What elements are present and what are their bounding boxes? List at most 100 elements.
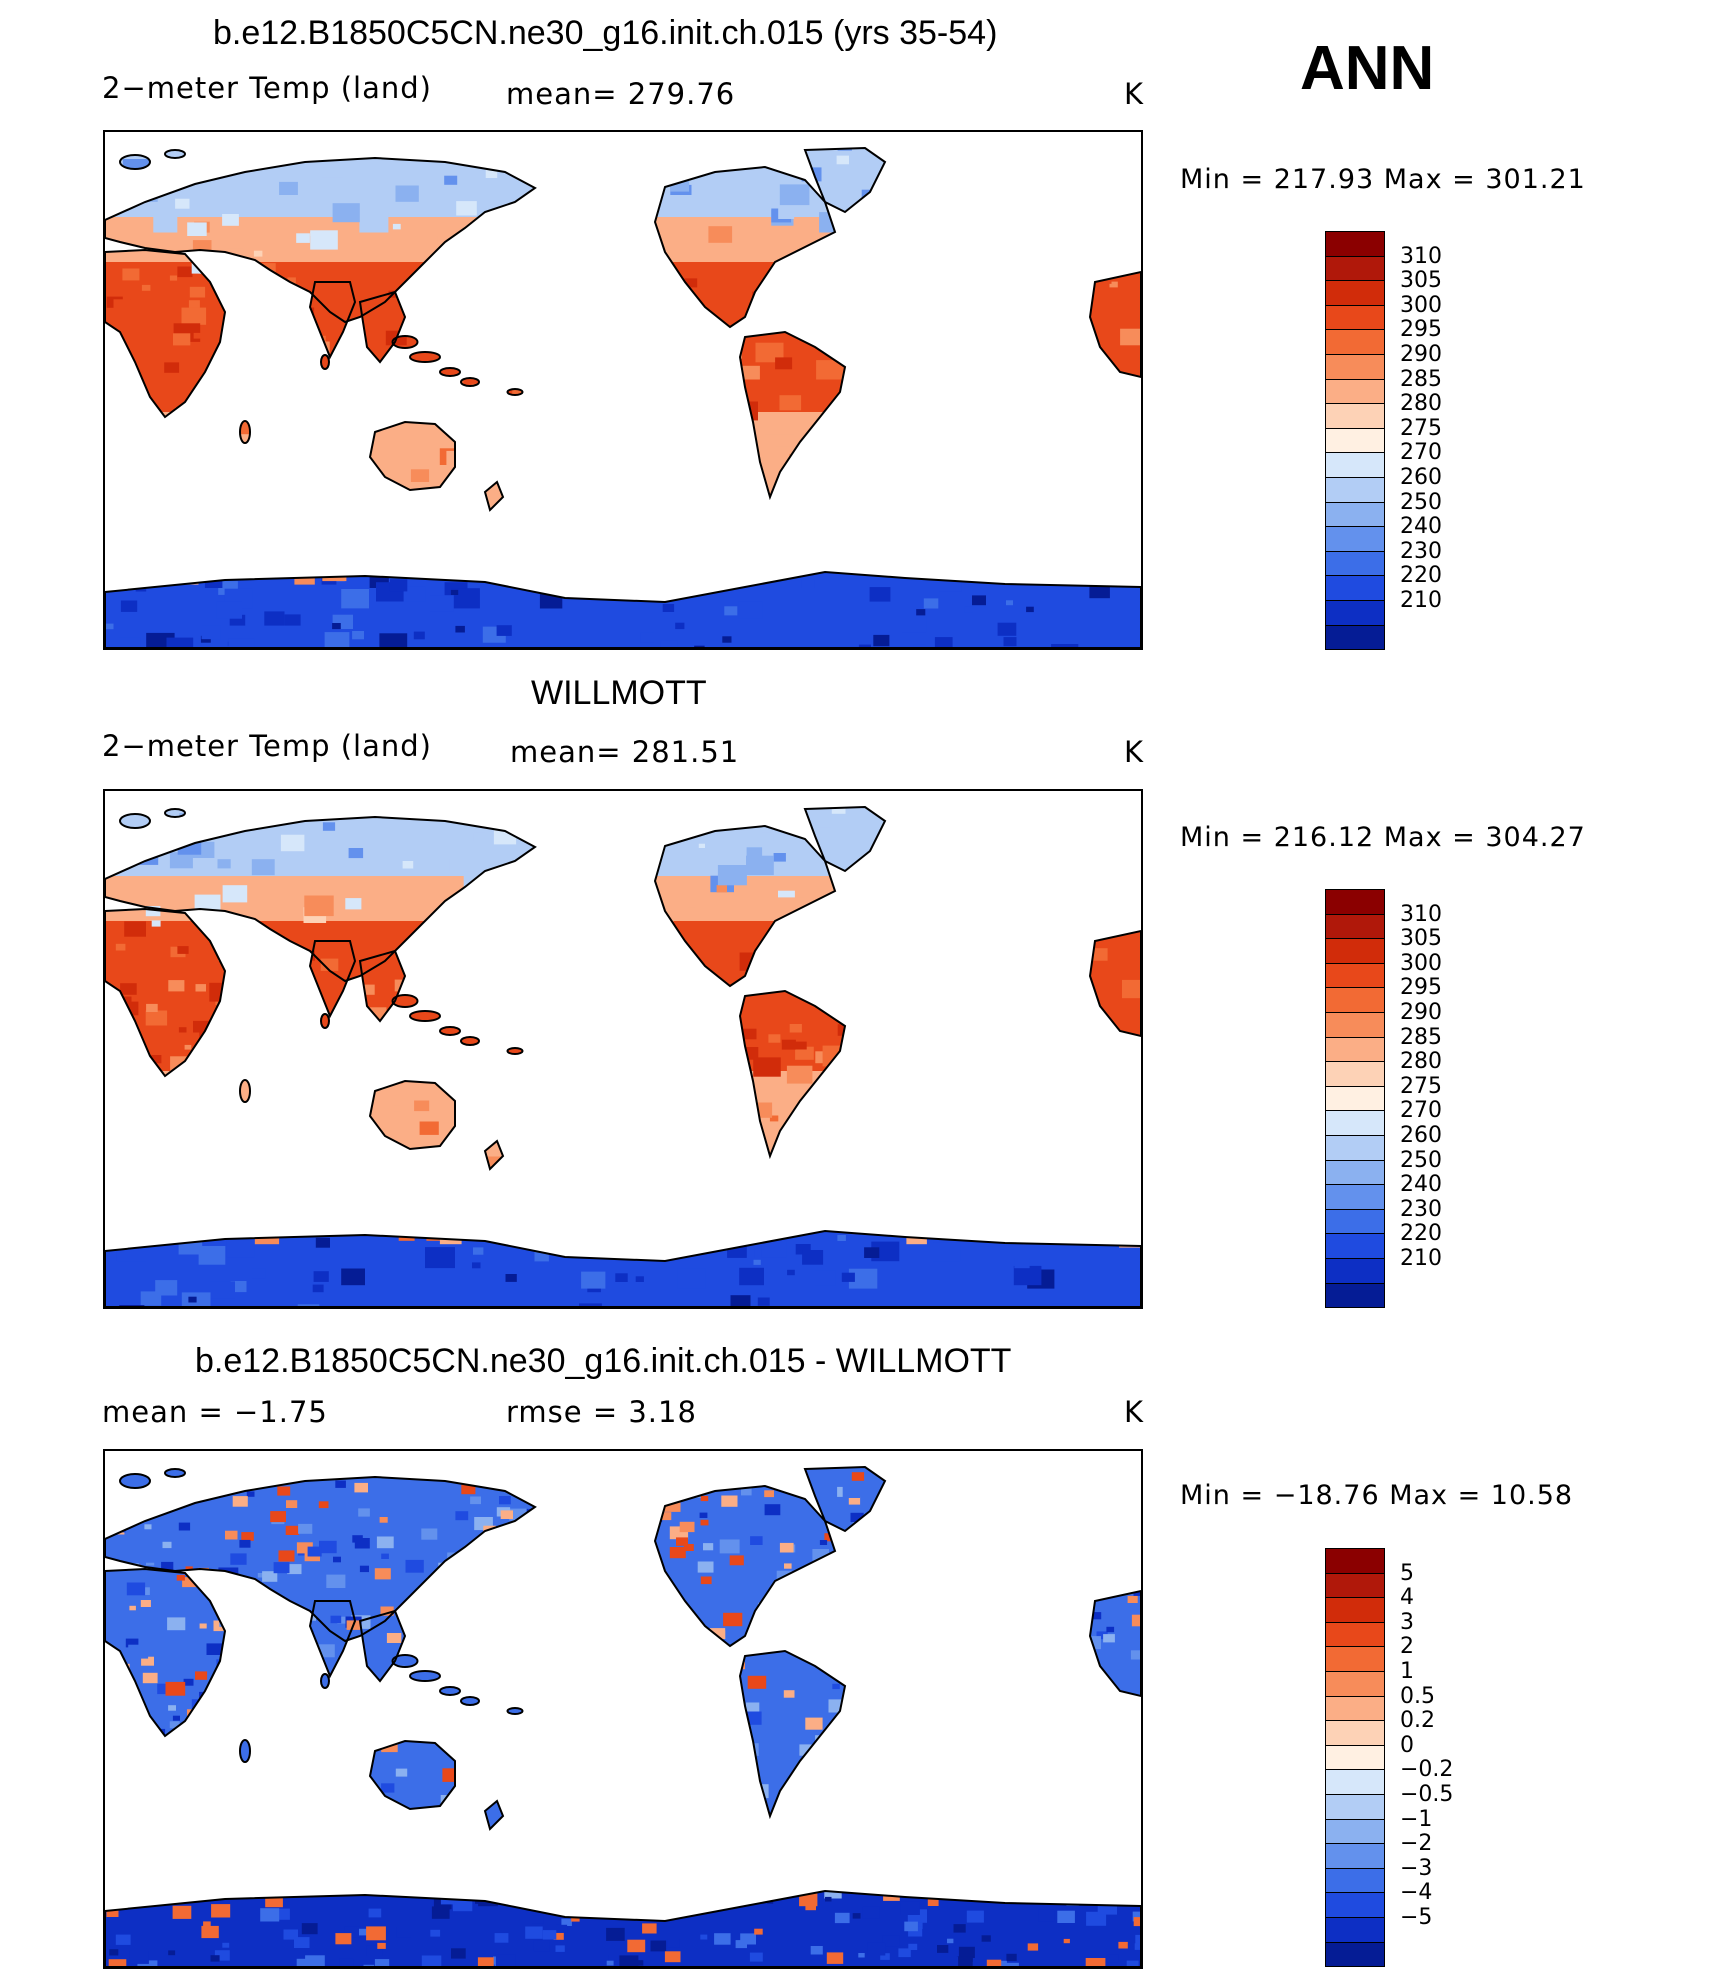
colorbar-label: 270 (1400, 440, 1442, 466)
colorbar-model: 310 305 300 295 290 285 280 275 270 260 250 240 230 2… (1325, 231, 1442, 651)
colorbar-label: 250 (1400, 489, 1442, 515)
colorbar-swatch (1325, 1208, 1385, 1235)
colorbar-label: −2 (1400, 1831, 1433, 1857)
colorbar-swatch (1325, 1720, 1385, 1746)
colorbar-label: −5 (1400, 1905, 1433, 1930)
colorbar-label: 285 (1400, 1024, 1442, 1050)
colorbar-swatch (1325, 1036, 1385, 1063)
colorbar-label: 305 (1400, 926, 1442, 952)
colorbar-swatch (1325, 1257, 1385, 1284)
colorbar-label: 280 (1400, 1049, 1442, 1075)
colorbar-swatch (1325, 1941, 1385, 1968)
season-label: ANN (1300, 34, 1435, 103)
land-fill (105, 148, 1141, 648)
colorbar-label: 0.5 (1400, 1683, 1435, 1709)
colorbar-label: 295 (1400, 975, 1442, 1001)
panel-title: WILLMOTT (531, 674, 707, 712)
colorbar-label: 275 (1400, 1073, 1442, 1099)
panel-minmax: Min = 217.93 Max = 301.21 (1180, 164, 1586, 195)
colorbar-swatch (1325, 1916, 1385, 1943)
map-panel-diff (103, 1449, 1143, 1969)
colorbar-label: 290 (1400, 342, 1442, 367)
colorbar-label: 230 (1400, 538, 1442, 564)
coastlines (105, 146, 1141, 648)
colorbar-swatch (1325, 987, 1385, 1013)
colorbar-label: 210 (1400, 588, 1442, 613)
colorbar-swatch (1325, 1159, 1385, 1186)
colorbar-swatch (1325, 526, 1385, 552)
coastlines (105, 805, 1141, 1307)
colorbar-swatch (1325, 378, 1385, 405)
colorbar-swatch (1325, 624, 1385, 651)
colorbar-swatch (1325, 1085, 1385, 1112)
world-map (105, 146, 1141, 648)
colorbar-swatch (1325, 1621, 1385, 1648)
colorbar-swatch (1325, 353, 1385, 380)
colorbar-label: 220 (1400, 1221, 1442, 1247)
colorbar-swatch (1325, 1843, 1385, 1869)
colorbar-label: 310 (1400, 901, 1442, 927)
colorbar-swatch (1325, 1744, 1385, 1771)
colorbar-label: 240 (1400, 514, 1442, 540)
colorbar-label: 0 (1400, 1732, 1414, 1758)
colorbar-label: 240 (1400, 1172, 1442, 1198)
colorbar-swatch (1325, 304, 1385, 331)
panel-units: K (1124, 735, 1145, 769)
world-map (105, 805, 1141, 1307)
colorbar-swatch (1325, 231, 1385, 257)
panel-stat-rmse: rmse = 3.18 (506, 1395, 697, 1429)
colorbar-label: 300 (1400, 950, 1442, 976)
colorbar-swatch (1325, 427, 1385, 454)
colorbar-label: 0.2 (1400, 1708, 1435, 1734)
colorbar-swatch (1325, 1769, 1385, 1795)
colorbar-label: 270 (1400, 1098, 1442, 1124)
colorbar-swatch (1325, 403, 1385, 429)
colorbar-swatch (1325, 962, 1385, 989)
colorbar-label: 1 (1400, 1659, 1414, 1684)
colorbar-swatch (1325, 280, 1385, 306)
colorbar-label: 2 (1400, 1634, 1414, 1660)
colorbar-label: 290 (1400, 1000, 1442, 1025)
panel-stat: mean= 279.76 (506, 77, 736, 111)
colorbar-swatch (1325, 1061, 1385, 1087)
colorbar-label: 230 (1400, 1196, 1442, 1222)
colorbar-swatch (1325, 1646, 1385, 1672)
colorbar-swatch (1325, 1597, 1385, 1623)
colorbar-swatch (1325, 1670, 1385, 1697)
colorbar-label: 300 (1400, 292, 1442, 318)
colorbar-label: 260 (1400, 1123, 1442, 1148)
colorbar-label: −4 (1400, 1880, 1433, 1906)
panel-title: b.e12.B1850C5CN.ne30_g16.init.ch.015 - W… (195, 1342, 1012, 1380)
land-fill (105, 807, 1141, 1307)
coastlines (105, 1465, 1141, 1967)
colorbar-swatch (1325, 1134, 1385, 1161)
colorbar-label: 275 (1400, 415, 1442, 441)
colorbar-label: −0.2 (1400, 1757, 1454, 1783)
colorbar-swatch (1325, 501, 1385, 528)
colorbar-label: 285 (1400, 366, 1442, 392)
colorbar-label: 220 (1400, 563, 1442, 589)
panel-variable: 2−meter Temp (land) (102, 729, 432, 763)
panel-stat: mean = −1.75 (102, 1395, 328, 1429)
colorbar-swatch (1325, 599, 1385, 626)
colorbar-swatch (1325, 550, 1385, 577)
colorbar-obs: 310 305 300 295 290 285 280 275 270 260 250 240 230 2… (1325, 889, 1442, 1309)
panel-units: K (1124, 77, 1145, 111)
panel-minmax: Min = 216.12 Max = 304.27 (1180, 822, 1586, 853)
colorbar-swatch (1325, 913, 1385, 940)
colorbar-label: −0.5 (1400, 1782, 1454, 1807)
colorbar-swatch (1325, 1793, 1385, 1820)
colorbar-swatch (1325, 329, 1385, 355)
panel-title: b.e12.B1850C5CN.ne30_g16.init.ch.015 (yr… (213, 14, 998, 52)
colorbar-label: 260 (1400, 465, 1442, 490)
colorbar-swatch (1325, 1695, 1385, 1722)
colorbar-swatch (1325, 1110, 1385, 1136)
map-panel-obs (103, 789, 1143, 1309)
colorbar-swatch (1325, 1818, 1385, 1845)
colorbar-swatch (1325, 938, 1385, 964)
land-fill (105, 1467, 1141, 1967)
colorbar-label: 5 (1400, 1560, 1414, 1586)
panel-stat: mean= 281.51 (510, 735, 740, 769)
colorbar-swatch (1325, 1233, 1385, 1259)
colorbar-label: 295 (1400, 317, 1442, 343)
